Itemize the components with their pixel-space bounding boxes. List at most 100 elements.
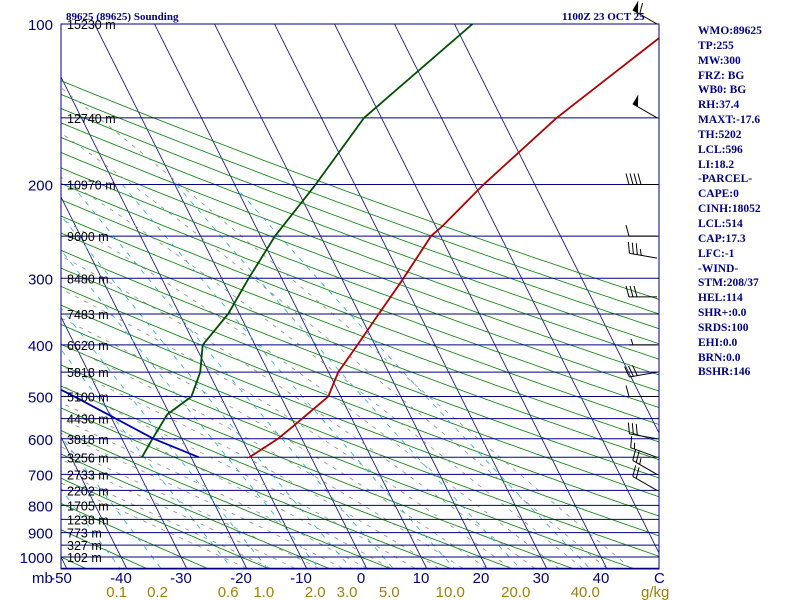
pressure-tick-label: 800	[28, 498, 53, 515]
moist-adiabat-line	[61, 446, 319, 569]
height-label: 6620 m	[67, 339, 109, 353]
height-label: 1238 m	[67, 513, 109, 527]
height-label: 15230 m	[67, 18, 116, 32]
isotherm-line	[454, 24, 659, 434]
wind-barb	[632, 465, 658, 491]
moist-adiabat-line	[61, 176, 583, 569]
temperature-tick-label: -30	[170, 570, 192, 587]
sounding-index-row: BRN:0.0	[698, 351, 741, 364]
sounding-index-row: LFC:-1	[698, 247, 735, 260]
sounding-index-row: WMO:89625	[698, 25, 762, 37]
pressure-tick-label: 1000	[20, 550, 53, 567]
sounding-index-row: WB0: BG	[698, 84, 747, 97]
sounding-index-row: RH:37.4	[698, 99, 740, 112]
sounding-index-row: STM:208/37	[698, 277, 759, 290]
wind-barb-pennant	[632, 94, 639, 107]
temperature-tick-label: -20	[230, 570, 252, 587]
mixing-ratio-line	[61, 349, 233, 569]
mixing-ratio-tick-label: 0.6	[218, 584, 239, 600]
mixing-ratio-line	[121, 184, 455, 569]
wind-barb-flag	[627, 241, 630, 254]
dry-adiabat-line	[61, 503, 208, 569]
pressure-tick-label: 200	[28, 177, 53, 194]
wind-barb-staff	[630, 447, 658, 458]
sounding-index-row: TP:255	[698, 39, 734, 52]
isotherm-line	[394, 24, 659, 554]
wind-barb	[630, 436, 658, 458]
mixing-ratio-line	[71, 184, 394, 569]
mixing-ratio-tick-label: 2.0	[305, 584, 326, 600]
wind-barb-staff	[632, 460, 658, 475]
sounding-profiles	[61, 24, 659, 459]
wind-barb	[625, 385, 657, 398]
wind-barb	[632, 0, 658, 25]
height-label: 2202 m	[67, 484, 109, 498]
mixing-ratio-line	[233, 184, 590, 569]
wind-barb-flag	[625, 224, 630, 237]
parcel-profile-line	[61, 388, 200, 459]
isotherm-line	[61, 556, 68, 569]
pressure-unit-label: mb	[32, 570, 53, 587]
dry-adiabat-line	[61, 122, 659, 345]
mixing-ratio-line	[61, 215, 352, 569]
wind-barb-flag	[625, 285, 630, 297]
sounding-index-row: LCL:514	[698, 217, 743, 230]
plot-frame	[60, 23, 660, 570]
isotherm-line	[94, 24, 368, 569]
temperature-profile-line	[248, 36, 659, 459]
sounding-index-row: FRZ: BG	[698, 69, 745, 82]
wind-barb	[632, 94, 658, 119]
mixing-ratio-unit-label: g/kg	[641, 584, 669, 600]
dry-adiabat-line	[61, 453, 329, 569]
height-labels: 15230 m 12740 m 10970 m 9600 m 8480 m 7483 m 6…	[67, 18, 116, 565]
dry-adiabat-line	[61, 94, 659, 315]
dry-adiabat-line	[61, 137, 659, 360]
wind-barb-flag	[639, 2, 644, 15]
wind-barb-flag	[630, 436, 633, 448]
height-label: 2733 m	[67, 468, 109, 482]
moist-adiabat-line	[61, 384, 415, 569]
wind-barb-flag	[637, 173, 642, 185]
wind-barb-flag	[635, 467, 640, 479]
moist-adiabat-line	[61, 365, 439, 569]
sounding-index-row: HEL:114	[698, 292, 743, 305]
wind-barb-flag	[624, 366, 630, 378]
dry-adiabat-line	[61, 364, 573, 569]
pressure-tick-label: 100	[28, 17, 53, 34]
wind-barb	[629, 338, 657, 346]
dry-adiabat-line	[61, 407, 451, 569]
height-label: 773 m	[67, 527, 102, 541]
height-label: 12740 m	[67, 112, 116, 126]
moist-adiabat-line	[61, 132, 607, 569]
dry-adiabat-line	[61, 108, 659, 330]
isotherm-line	[154, 24, 428, 569]
wind-barb-flag	[632, 465, 637, 477]
dry-adiabat-line	[61, 232, 659, 461]
wind-barb-staff	[629, 252, 658, 259]
wind-barb-flag	[629, 285, 634, 297]
pressure-tick-label: 300	[28, 271, 53, 288]
wind-barb-half-flag	[639, 249, 642, 256]
moist-adiabat-line	[61, 418, 367, 569]
wind-barb	[627, 241, 658, 259]
sounding-index-row: EHI:0.0	[698, 336, 738, 349]
wind-barb-staff	[632, 103, 658, 119]
moist-adiabat-line	[61, 482, 247, 569]
height-label: 5818 m	[67, 366, 109, 380]
wind-barb-flag	[631, 423, 634, 435]
dry-adiabat-line	[61, 285, 659, 517]
dry-adiabat-line	[61, 152, 659, 376]
isotherm-line	[334, 24, 608, 569]
pressure-tick-label: 900	[28, 526, 53, 543]
pressure-tick-label: 400	[28, 338, 53, 355]
mixing-ratio-line	[61, 249, 320, 569]
isotherm-line	[61, 436, 128, 569]
isotherm-line	[61, 196, 248, 569]
pressure-tick-label: 700	[28, 467, 53, 484]
sounding-index-row: CAP:17.3	[698, 232, 746, 245]
mixing-ratio-tick-label: 0.2	[147, 584, 168, 600]
wind-barb-flag	[635, 423, 638, 436]
wind-barb-staff	[629, 433, 658, 440]
pressure-tick-label: 600	[28, 432, 53, 449]
height-label: 8480 m	[67, 272, 109, 286]
